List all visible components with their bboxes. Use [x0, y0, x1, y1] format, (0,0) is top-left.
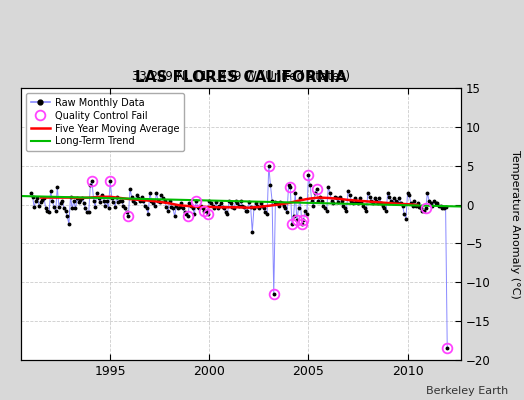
Title: LAS FLORES CALIFORNIA: LAS FLORES CALIFORNIA: [135, 70, 347, 86]
Text: Berkeley Earth: Berkeley Earth: [426, 386, 508, 396]
Legend: Raw Monthly Data, Quality Control Fail, Five Year Moving Average, Long-Term Tren: Raw Monthly Data, Quality Control Fail, …: [26, 93, 184, 151]
Y-axis label: Temperature Anomaly (°C): Temperature Anomaly (°C): [510, 150, 520, 298]
Text: 33.289 N, 117.439 W (United States): 33.289 N, 117.439 W (United States): [132, 70, 350, 82]
